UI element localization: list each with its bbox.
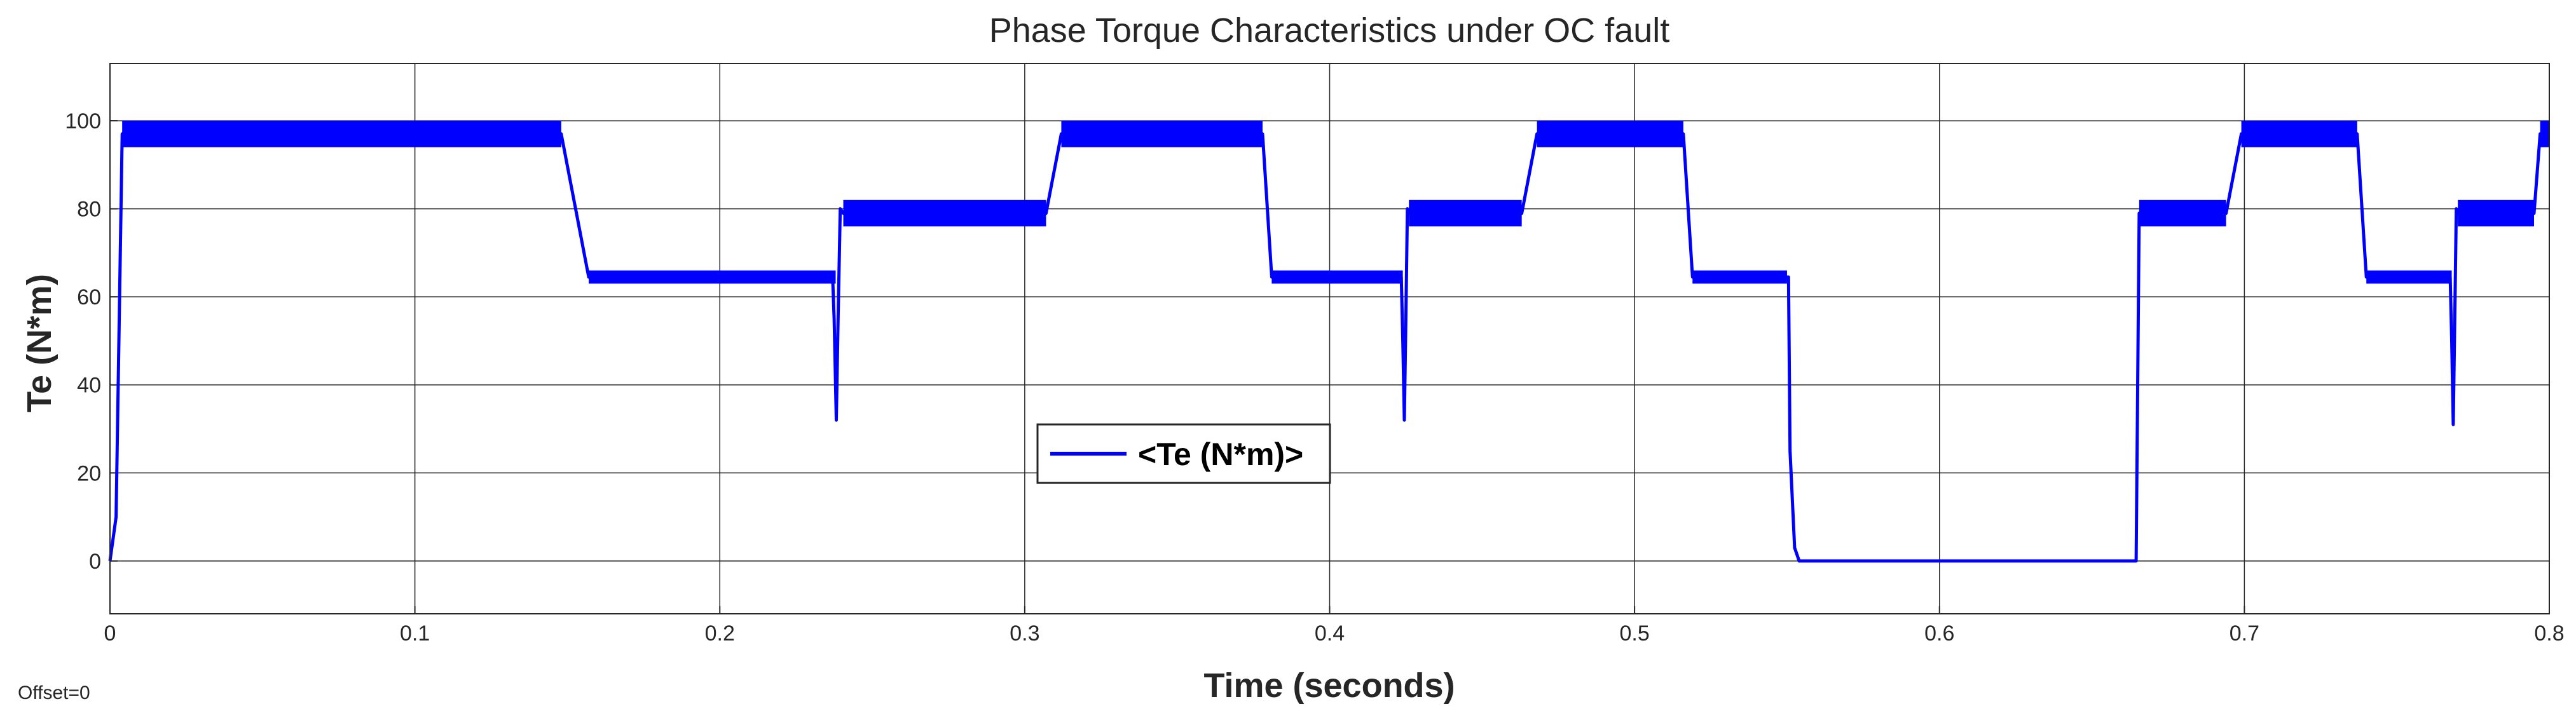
x-axis-label: Time (seconds) (1203, 667, 1455, 705)
y-tick-label: 40 (77, 374, 101, 398)
legend-label: <Te (N*m)> (1138, 437, 1303, 472)
x-tick-label: 0.4 (1315, 621, 1345, 646)
y-tick-label: 100 (65, 109, 101, 133)
x-tick-labels: 0 0.1 0.2 0.3 0.4 0.5 0.6 0.7 0.8 (104, 621, 2565, 646)
y-tick-label: 0 (89, 550, 101, 574)
legend: <Te (N*m)> (1036, 423, 1331, 484)
grid-lines (109, 64, 2550, 614)
x-tick-label: 0 (104, 621, 116, 646)
y-tick-label: 60 (77, 285, 101, 309)
x-tick-label: 0.3 (1010, 621, 1039, 646)
plot-area-frame (109, 63, 2550, 614)
x-tick-label: 0.5 (1619, 621, 1649, 646)
offset-label: Offset=0 (18, 682, 90, 703)
chart-title: Phase Torque Characteristics under OC fa… (989, 11, 1670, 50)
y-axis-label: Te (N*m) (20, 274, 58, 412)
x-tick-label: 0.1 (400, 621, 430, 646)
te-series-line (108, 132, 2549, 563)
y-tick-labels: 0 20 40 60 80 100 (65, 109, 101, 574)
series-lines (108, 132, 2549, 563)
x-tick-label: 0.8 (2534, 621, 2564, 646)
y-tick-label: 20 (77, 461, 101, 485)
x-tick-label: 0.6 (1924, 621, 1954, 646)
x-tick-label: 0.2 (705, 621, 735, 646)
ripple-bands (122, 121, 2549, 284)
y-tick-label: 80 (77, 198, 101, 222)
x-tick-label: 0.7 (2230, 621, 2259, 646)
